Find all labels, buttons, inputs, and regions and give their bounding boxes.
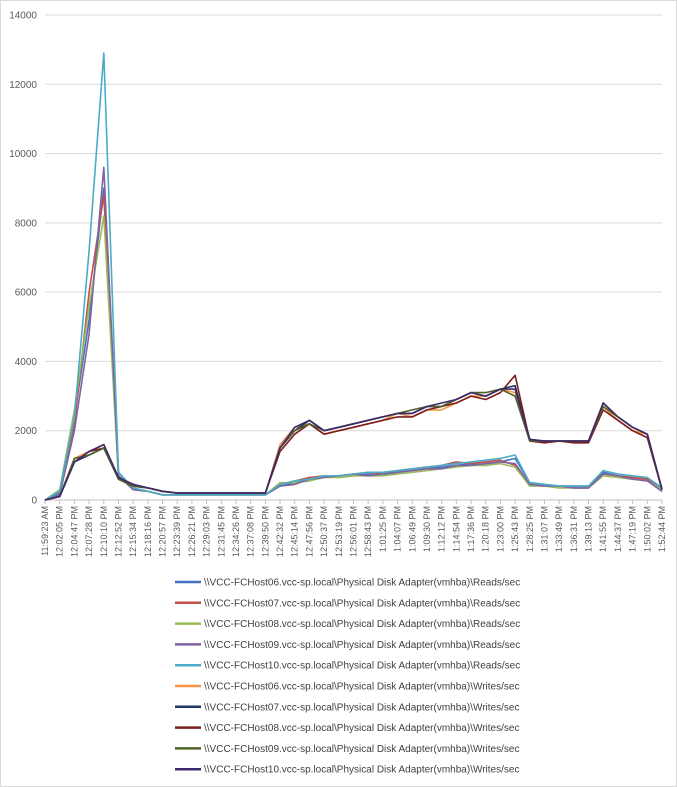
- x-tick-label: 1:12:12 PM: [437, 506, 447, 552]
- x-tick-label: 12:04:47 PM: [69, 506, 79, 557]
- legend-label-9: \\VCC-FCHost09.vcc-sp.local\Physical Dis…: [204, 744, 519, 755]
- y-tick-label: 0: [31, 496, 37, 507]
- y-tick-label: 6000: [15, 288, 38, 299]
- x-tick-label: 1:01:25 PM: [378, 506, 388, 552]
- legend-label-7: \\VCC-FCHost07.vcc-sp.local\Physical Dis…: [204, 702, 519, 713]
- x-tick-label: 12:50:37 PM: [319, 506, 329, 557]
- x-tick-label: 12:58:43 PM: [363, 506, 373, 557]
- x-tick-label: 12:31:45 PM: [216, 506, 226, 557]
- legend-label-5: \\VCC-FCHost10.vcc-sp.local\Physical Dis…: [204, 661, 520, 672]
- x-tick-label: 12:34:26 PM: [231, 506, 241, 557]
- x-tick-label: 12:37:08 PM: [246, 506, 256, 557]
- x-tick-label: 12:42:32 PM: [275, 506, 285, 557]
- y-tick-label: 14000: [9, 11, 37, 22]
- x-tick-label: 12:26:21 PM: [187, 506, 197, 557]
- x-tick-label: 12:02:05 PM: [55, 506, 65, 557]
- legend-label-6: \\VCC-FCHost06.vcc-sp.local\Physical Dis…: [204, 682, 519, 693]
- x-tick-label: 12:47:56 PM: [304, 506, 314, 557]
- x-tick-label: 1:36:31 PM: [569, 506, 579, 552]
- x-tick-label: 12:29:03 PM: [202, 506, 212, 557]
- series-line-10: [44, 388, 663, 501]
- x-tick-label: 1:44:37 PM: [613, 506, 623, 552]
- x-tick-label: 12:45:14 PM: [290, 506, 300, 557]
- x-tick-label: 1:06:49 PM: [407, 506, 417, 552]
- x-tick-label: 1:41:55 PM: [598, 506, 608, 552]
- x-tick-label: 12:18:16 PM: [143, 506, 153, 557]
- series-line-1: [44, 187, 663, 501]
- y-tick-label: 12000: [9, 80, 37, 91]
- series-line-5: [44, 52, 663, 501]
- series-line-2: [44, 194, 663, 501]
- series-line-3: [44, 215, 663, 501]
- x-tick-label: 1:09:30 PM: [422, 506, 432, 552]
- x-tick-label: 1:39:13 PM: [584, 506, 594, 552]
- legend-label-8: \\VCC-FCHost08.vcc-sp.local\Physical Dis…: [204, 723, 519, 734]
- y-tick-label: 10000: [9, 149, 37, 160]
- x-tick-label: 1:52:44 PM: [657, 506, 667, 552]
- x-tick-label: 1:14:54 PM: [451, 506, 461, 552]
- x-tick-label: 12:53:19 PM: [334, 506, 344, 557]
- x-tick-label: 1:23:00 PM: [495, 506, 505, 552]
- x-tick-label: 12:10:10 PM: [99, 506, 109, 557]
- legend-label-10: \\VCC-FCHost10.vcc-sp.local\Physical Dis…: [204, 765, 519, 776]
- legend-label-2: \\VCC-FCHost07.vcc-sp.local\Physical Dis…: [204, 598, 520, 609]
- x-tick-label: 12:15:34 PM: [128, 506, 138, 557]
- y-tick-label: 4000: [15, 357, 38, 368]
- x-tick-label: 11:59:23 AM: [40, 506, 50, 556]
- x-tick-label: 12:23:39 PM: [172, 506, 182, 557]
- legend-label-1: \\VCC-FCHost06.vcc-sp.local\Physical Dis…: [204, 578, 520, 589]
- legend-label-3: \\VCC-FCHost08.vcc-sp.local\Physical Dis…: [204, 619, 520, 630]
- x-tick-label: 12:12:52 PM: [113, 506, 123, 557]
- x-tick-label: 1:31:07 PM: [539, 506, 549, 552]
- series-line-4: [44, 166, 663, 501]
- x-tick-label: 12:20:57 PM: [158, 506, 168, 557]
- x-tick-label: 12:39:50 PM: [260, 506, 270, 557]
- y-tick-label: 2000: [15, 426, 38, 437]
- x-tick-label: 1:28:25 PM: [525, 506, 535, 552]
- x-tick-label: 1:04:07 PM: [393, 506, 403, 552]
- x-tick-label: 1:25:43 PM: [510, 506, 520, 552]
- x-tick-label: 12:56:01 PM: [349, 506, 359, 557]
- x-tick-label: 12:07:28 PM: [84, 506, 94, 557]
- x-tick-label: 1:33:49 PM: [554, 506, 564, 552]
- y-tick-label: 8000: [15, 218, 38, 229]
- series-line-8: [44, 374, 663, 501]
- legend-label-4: \\VCC-FCHost09.vcc-sp.local\Physical Dis…: [204, 640, 520, 651]
- x-tick-label: 1:50:02 PM: [642, 506, 652, 552]
- x-tick-label: 1:47:19 PM: [628, 506, 638, 552]
- series-line-9: [44, 388, 663, 501]
- series-line-6: [44, 388, 663, 501]
- x-tick-label: 1:17:36 PM: [466, 506, 476, 552]
- x-tick-label: 1:20:18 PM: [481, 506, 491, 552]
